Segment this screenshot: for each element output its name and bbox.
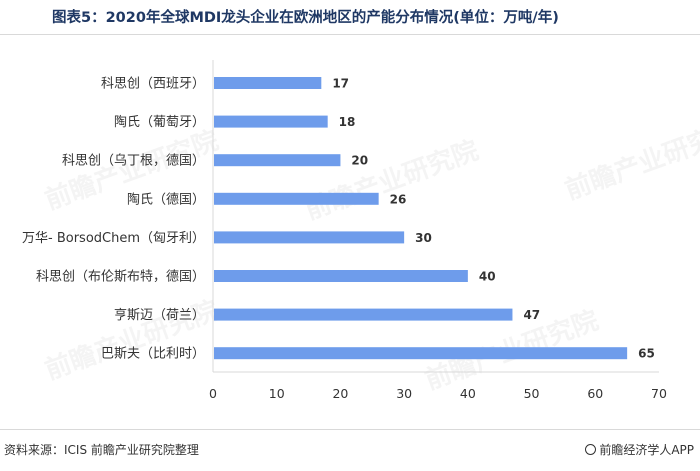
bar bbox=[214, 192, 379, 205]
category-label: 巴斯夫（比利时） bbox=[101, 347, 205, 362]
data-label: 47 bbox=[523, 308, 540, 322]
x-tick-label: 40 bbox=[460, 386, 476, 401]
data-label: 65 bbox=[638, 347, 655, 361]
category-label: 科思创（西班牙） bbox=[101, 77, 205, 92]
title-divider bbox=[0, 34, 700, 35]
bar bbox=[214, 77, 322, 89]
data-label: 18 bbox=[339, 115, 356, 129]
x-tick-label: 20 bbox=[332, 386, 348, 401]
x-tick-label: 50 bbox=[524, 386, 540, 401]
data-label: 20 bbox=[351, 154, 368, 168]
bar bbox=[214, 115, 328, 128]
brand-logo-icon bbox=[585, 444, 597, 455]
bar bbox=[214, 154, 341, 167]
brand-text: 前瞻经济学人APP bbox=[599, 443, 694, 457]
x-tick-label: 30 bbox=[396, 386, 412, 401]
source-note: 资料来源：ICIS 前瞻产业研究院整理 bbox=[4, 443, 199, 457]
data-label: 40 bbox=[479, 270, 496, 284]
category-label: 科思创（乌丁根，德国） bbox=[62, 153, 205, 169]
chart-title: 图表5：2020年全球MDI龙头企业在欧洲地区的产能分布情况(单位：万吨/年) bbox=[52, 10, 559, 26]
category-label: 科思创（布伦斯布特，德国） bbox=[36, 270, 205, 285]
bar bbox=[214, 231, 405, 244]
bar bbox=[214, 347, 628, 360]
footer-divider bbox=[0, 429, 700, 430]
bar bbox=[214, 308, 513, 321]
x-tick-label: 60 bbox=[587, 386, 603, 401]
x-tick-label: 10 bbox=[269, 386, 285, 401]
category-label: 陶氏（德国） bbox=[127, 191, 205, 207]
data-label: 17 bbox=[332, 77, 349, 91]
x-tick-label: 0 bbox=[209, 386, 217, 401]
category-label: 亨斯迈（荷兰） bbox=[114, 307, 205, 323]
x-tick-label: 70 bbox=[651, 386, 667, 401]
data-label: 30 bbox=[415, 231, 432, 245]
bar-chart: 科思创（西班牙） 17 陶氏（葡萄牙） 18 科思创（乌丁根，德国） 20 陶氏（德国） 26… bbox=[22, 60, 667, 401]
data-label: 26 bbox=[390, 192, 407, 206]
category-label: 万华- BorsodChem（匈牙利） bbox=[22, 231, 205, 246]
category-label: 陶氏（葡萄牙） bbox=[114, 114, 205, 130]
brand-label: 前瞻经济学人APP bbox=[585, 441, 694, 458]
bar bbox=[214, 270, 468, 282]
